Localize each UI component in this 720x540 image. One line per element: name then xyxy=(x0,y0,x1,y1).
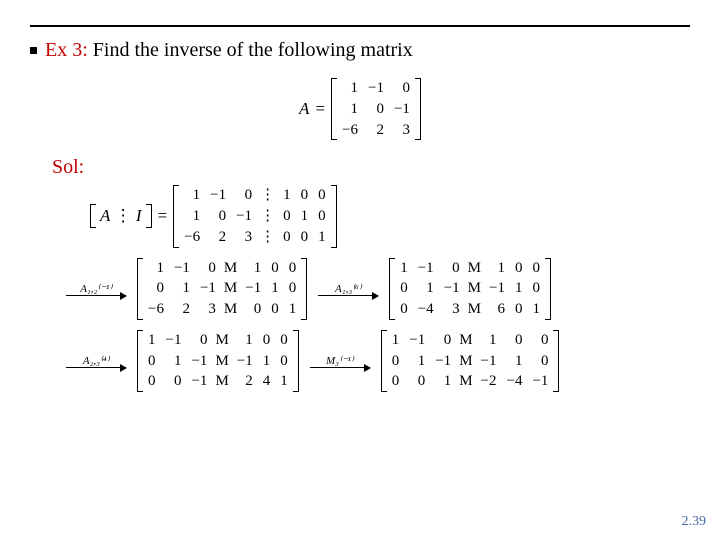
horizontal-rule xyxy=(30,25,690,27)
step-row: A₁,₂⁽⁻¹⁾ 1−10M10001−1M−110−623M001 A₁,₃⁽⁶⁾… xyxy=(65,258,690,320)
step-matrix: 1−10M10001−1M−110−623M001 xyxy=(137,258,307,320)
step-matrix: 1−10M10001−1M−11000−1M241 xyxy=(137,330,299,392)
matrix-a: 1−1010−1−623 xyxy=(331,78,421,140)
augmented-ai-row: A ⋮ I = 1−10⋮10010−1⋮010−623⋮001 xyxy=(90,185,690,247)
row-op-arrow: A₁,₃⁽⁶⁾ xyxy=(317,282,379,296)
ai-i: I xyxy=(136,206,142,225)
bullet-icon xyxy=(30,47,37,54)
page-number: 2.39 xyxy=(682,514,707,530)
ai-sep: ⋮ xyxy=(115,206,132,225)
step-matrix: 1−10M10001−1M−1100−43M601 xyxy=(389,258,551,320)
row-op-label: A₂,₃⁽⁴⁾ xyxy=(83,354,109,367)
row-op-label: A₁,₃⁽⁶⁾ xyxy=(335,282,361,295)
row-op-label: M₃⁽⁻¹⁾ xyxy=(326,354,354,367)
ai-a: A xyxy=(100,206,110,225)
step-row: A₂,₃⁽⁴⁾ 1−10M10001−1M−11000−1M241 M₃⁽⁻¹⁾ 1−… xyxy=(65,330,690,392)
example-label: Ex 3: xyxy=(45,39,88,61)
step-matrix: 1−10M10001−1M−110001M−2−4−1 xyxy=(381,330,560,392)
sol-label: Sol: xyxy=(52,156,690,179)
ai-bracket-label: A ⋮ I xyxy=(90,204,152,228)
equals: = xyxy=(315,99,325,119)
matrix-a-definition: A = 1−1010−1−623 xyxy=(30,78,690,140)
equals-2: = xyxy=(158,206,168,226)
row-op-arrow: A₁,₂⁽⁻¹⁾ xyxy=(65,282,127,296)
row-op-arrow: M₃⁽⁻¹⁾ xyxy=(309,354,371,368)
a-label: A xyxy=(299,99,309,119)
steps-container: A₁,₂⁽⁻¹⁾ 1−10M10001−1M−110−623M001 A₁,₃⁽⁶⁾… xyxy=(65,258,690,393)
title-line: Ex 3: Find the inverse of the following … xyxy=(30,39,690,62)
row-op-label: A₁,₂⁽⁻¹⁾ xyxy=(80,282,112,295)
row-op-arrow: A₂,₃⁽⁴⁾ xyxy=(65,354,127,368)
title-text: Find the inverse of the following matrix xyxy=(93,39,413,61)
matrix-ai: 1−10⋮10010−1⋮010−623⋮001 xyxy=(173,185,336,247)
